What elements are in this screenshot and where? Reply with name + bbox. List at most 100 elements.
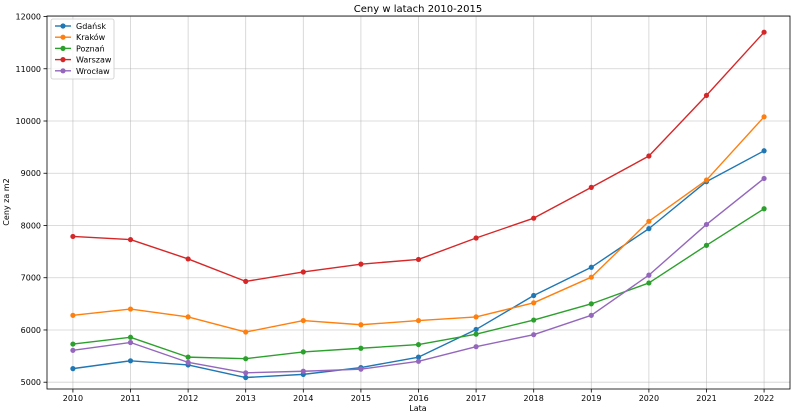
x-tick-label: 2021 [696, 394, 716, 403]
data-point [70, 366, 76, 372]
x-tick-label: 2010 [63, 394, 83, 403]
data-point [243, 329, 249, 335]
x-tick-label: 2013 [236, 394, 256, 403]
data-point [473, 314, 479, 320]
legend-label: Wrocław [76, 67, 110, 76]
data-point [415, 256, 422, 263]
data-point [415, 358, 422, 364]
data-point [473, 326, 479, 333]
legend-label: Gdańsk [76, 22, 106, 31]
legend-item: Warszaw [55, 56, 112, 65]
data-point [703, 177, 710, 183]
data-point [703, 221, 710, 228]
y-tick-label: 5000 [21, 378, 41, 387]
legend-marker [60, 23, 66, 29]
series-2 [70, 114, 767, 335]
data-point [415, 354, 422, 360]
data-point [761, 206, 767, 212]
data-point [415, 341, 422, 348]
data-point [185, 354, 191, 360]
data-point [127, 306, 134, 312]
legend-box [50, 18, 115, 80]
legend-marker [60, 57, 66, 63]
grid-lines [47, 16, 790, 389]
data-point [300, 317, 306, 324]
data-point [703, 242, 710, 248]
data-point [300, 349, 306, 355]
y-axis-label: Ceny za m2 [2, 178, 11, 225]
x-axis-label: Lata [409, 404, 426, 413]
y-tick-label: 9000 [21, 169, 41, 178]
data-point [646, 272, 652, 278]
data-point [531, 292, 537, 299]
y-axis-ticks: 5000 6000 7000 8000 9000 10000 11000 12000 [16, 13, 47, 387]
data-point [703, 92, 710, 99]
x-tick-label: 2022 [754, 394, 774, 403]
data-point [127, 358, 134, 364]
legend-item: Poznań [55, 44, 105, 53]
legend-item: Kraków [55, 32, 106, 42]
y-tick-label: 8000 [21, 221, 41, 230]
data-point [588, 184, 594, 190]
x-tick-label: 2014 [293, 394, 313, 403]
data-point [243, 370, 249, 376]
data-point [646, 226, 652, 232]
data-point [127, 339, 134, 346]
x-tick-label: 2020 [639, 394, 659, 403]
data-point [588, 274, 594, 280]
data-point [358, 261, 364, 267]
x-tick-label: 2019 [581, 394, 601, 403]
data-point [70, 347, 76, 353]
series-4 [70, 29, 767, 284]
data-point [531, 215, 537, 221]
data-point [243, 278, 249, 284]
data-point [646, 153, 652, 159]
x-axis-ticks: 2010 2011 2012 2013 2014 2015 2016 2017 2018 2019… [63, 389, 774, 403]
legend-label: Warszaw [76, 56, 112, 65]
legend-marker [60, 34, 66, 40]
x-tick-label: 2012 [178, 394, 198, 403]
y-tick-label: 6000 [21, 326, 41, 335]
data-point [243, 374, 249, 381]
legend-marker [60, 68, 66, 74]
data-point [358, 322, 364, 328]
data-point [473, 344, 479, 350]
data-point [588, 264, 594, 270]
data-point [127, 236, 134, 243]
data-point [358, 345, 364, 351]
data-point [70, 341, 76, 347]
x-tick-label: 2016 [408, 394, 428, 403]
data-point [761, 175, 767, 182]
data-point [300, 368, 306, 374]
chart-title: Ceny w latach 2010-2015 [354, 4, 482, 15]
x-tick-label: 2011 [120, 394, 140, 403]
series-5 [70, 175, 767, 376]
data-point [473, 235, 479, 241]
legend-label: Kraków [76, 32, 106, 42]
y-tick-label: 11000 [16, 65, 41, 74]
data-point [588, 312, 594, 318]
data-point [473, 331, 479, 337]
data-point [127, 334, 134, 340]
data-point [531, 300, 537, 306]
data-point [185, 256, 191, 262]
x-tick-label: 2015 [351, 394, 371, 403]
legend-label: Poznań [76, 44, 105, 53]
data-point [185, 314, 191, 320]
data-point [646, 218, 652, 224]
y-tick-label: 10000 [16, 117, 41, 126]
data-point [70, 312, 76, 318]
data-point [358, 366, 364, 372]
data-point [761, 114, 767, 120]
data-point [300, 269, 306, 275]
data-point [415, 317, 422, 324]
data-point [761, 148, 767, 154]
legend-item: Gdańsk [55, 22, 106, 31]
data-point [531, 332, 537, 338]
x-tick-label: 2017 [466, 394, 486, 403]
data-point [531, 317, 537, 323]
data-point [185, 359, 191, 365]
